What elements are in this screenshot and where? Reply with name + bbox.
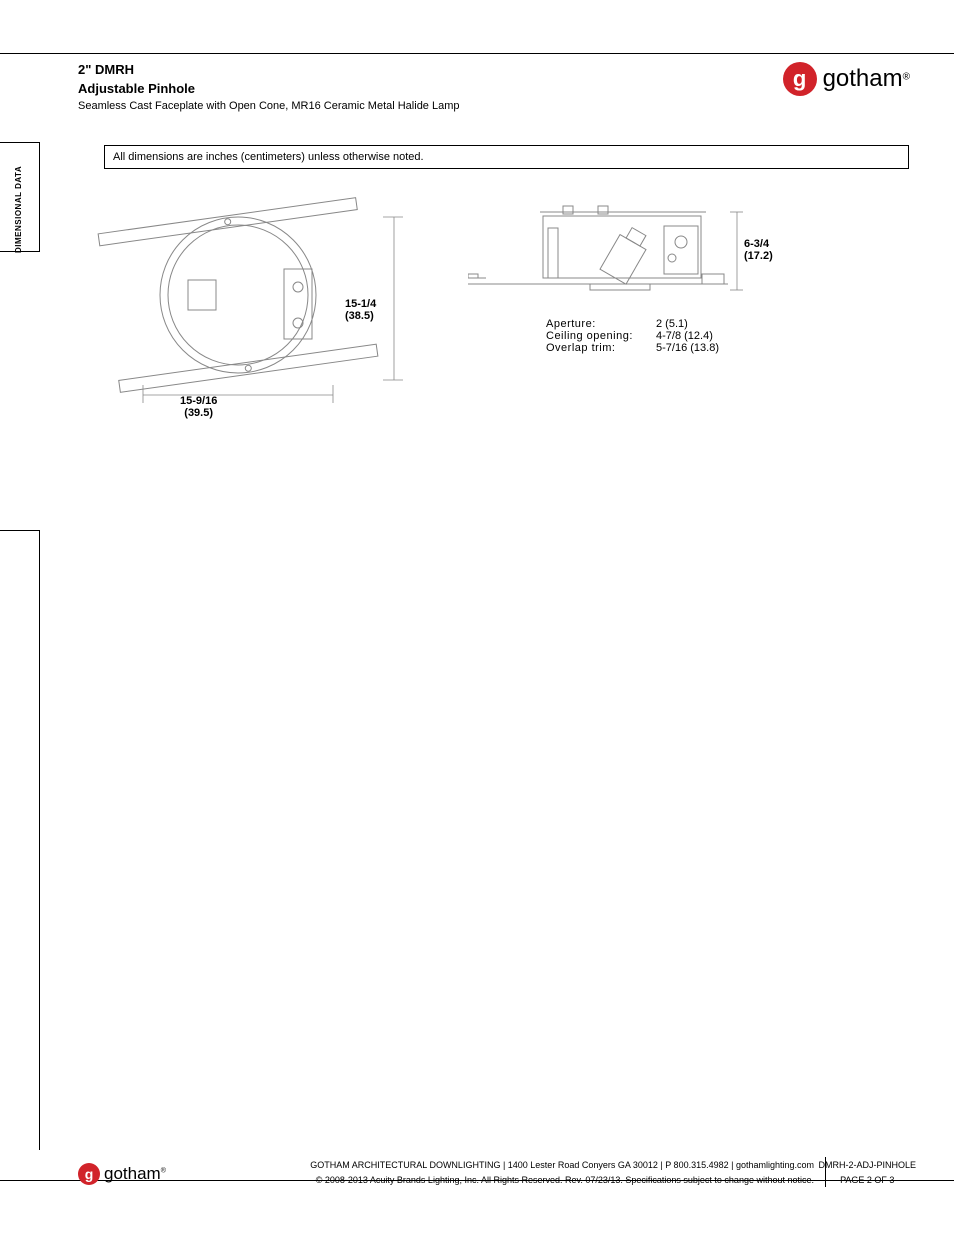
brand-name: gotham <box>104 1164 161 1183</box>
header-title-2: Adjustable Pinhole <box>78 81 878 96</box>
brand-registered: ® <box>161 1168 166 1175</box>
spec-value: 5-7/16 (13.8) <box>656 342 719 354</box>
spec-row: Overlap trim: 5-7/16 (13.8) <box>546 342 719 354</box>
units-note: All dimensions are inches (centimeters) … <box>104 145 909 169</box>
brand-name: gotham <box>823 65 903 92</box>
top-view-depth-in: 15-1/4 <box>345 298 376 310</box>
specs-block: Aperture: 2 (5.1) Ceiling opening: 4-7/8… <box>546 318 719 354</box>
side-view-height-label: 6-3/4 (17.2) <box>744 238 773 262</box>
footer-page: PAGE 2 OF 3 <box>818 1173 916 1187</box>
side-tab-label: DIMENSIONAL DATA <box>14 143 23 253</box>
top-view-width-cm: (39.5) <box>180 407 217 419</box>
spec-label: Ceiling opening: <box>546 330 656 342</box>
brand-mark-icon: g <box>78 1163 100 1185</box>
side-tab-empty <box>0 530 40 1150</box>
spec-label: Aperture: <box>546 318 656 330</box>
top-view-width-label: 15-9/16 (39.5) <box>180 395 217 419</box>
spec-row: Ceiling opening: 4-7/8 (12.4) <box>546 330 719 342</box>
top-view-drawing <box>88 195 428 425</box>
top-view-depth-cm: (38.5) <box>345 310 376 322</box>
document-header: 2" DMRH Adjustable Pinhole Seamless Cast… <box>78 62 878 112</box>
header-title-1: 2" DMRH <box>78 62 878 77</box>
spec-value: 4-7/8 (12.4) <box>656 330 713 342</box>
top-view-width-in: 15-9/16 <box>180 395 217 407</box>
side-view-height-cm: (17.2) <box>744 250 773 262</box>
brand-registered: ® <box>903 72 910 83</box>
side-tab-dimensional: DIMENSIONAL DATA <box>0 142 40 252</box>
footer-line2: © 2008-2013 Acuity Brands Lighting, Inc.… <box>310 1173 814 1187</box>
brand-logo-top: g gotham® <box>783 62 910 96</box>
side-view-height-in: 6-3/4 <box>744 238 773 250</box>
side-view-drawing <box>468 198 768 298</box>
spec-row: Aperture: 2 (5.1) <box>546 318 719 330</box>
spec-label: Overlap trim: <box>546 342 656 354</box>
footer-text: GOTHAM ARCHITECTURAL DOWNLIGHTING | 1400… <box>310 1158 814 1187</box>
footer-line1: GOTHAM ARCHITECTURAL DOWNLIGHTING | 1400… <box>310 1158 814 1172</box>
top-view-depth-label: 15-1/4 (38.5) <box>345 298 376 322</box>
header-subtitle: Seamless Cast Faceplate with Open Cone, … <box>78 100 878 112</box>
spec-value: 2 (5.1) <box>656 318 688 330</box>
brand-logo-bottom: g gotham® <box>78 1163 166 1185</box>
footer-doc-id: DMRH-2-ADJ-PINHOLE <box>818 1158 916 1172</box>
top-rule <box>0 53 954 54</box>
brand-mark-icon: g <box>783 62 817 96</box>
footer-right: DMRH-2-ADJ-PINHOLE PAGE 2 OF 3 <box>818 1158 916 1187</box>
